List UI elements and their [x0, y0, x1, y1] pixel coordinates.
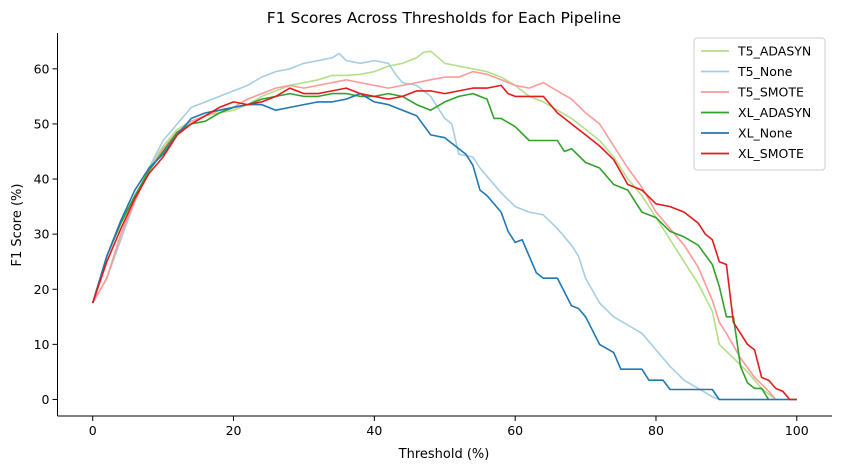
x-ticks: 0 20 40 60 80 100	[89, 416, 809, 438]
plot-area: 0 20 40 60 80 100 0 10 20 30 40 50 60	[34, 33, 832, 438]
series-line-t5-adasyn	[92, 50, 777, 401]
y-ticks: 0 10 20 30 40 50 60	[34, 61, 58, 407]
y-tick-label: 50	[34, 116, 50, 131]
legend-label-xl-adasyn: XL_ADASYN	[738, 105, 811, 120]
x-tick-label: 80	[648, 423, 664, 438]
y-tick-label: 20	[34, 282, 50, 297]
y-tick-label: 60	[34, 61, 50, 76]
x-tick-label: 20	[226, 423, 242, 438]
legend-label-xl-none: XL_None	[738, 126, 793, 141]
series-layer	[91, 50, 797, 401]
x-axis-label: Threshold (%)	[398, 447, 490, 462]
y-tick-label: 0	[42, 392, 50, 407]
y-tick-label: 40	[34, 172, 50, 187]
legend-label-t5-adasyn: T5_ADASYN	[737, 44, 811, 59]
series-line-t5-smote	[92, 70, 777, 401]
x-tick-label: 100	[785, 423, 809, 438]
legend-label-t5-none: T5_None	[737, 64, 793, 79]
x-tick-label: 0	[89, 423, 97, 438]
series-line-xl-adasyn	[91, 92, 770, 400]
legend: T5_ADASYN T5_None T5_SMOTE XL_ADASYN XL_None…	[693, 37, 826, 171]
y-tick-label: 10	[34, 337, 50, 352]
x-tick-label: 40	[366, 423, 382, 438]
y-tick-label: 30	[34, 227, 50, 242]
series-line-xl-none	[91, 92, 797, 401]
series-line-xl-smote	[91, 84, 797, 401]
series-line-t5-none	[92, 52, 797, 401]
y-axis-label: F1 Score (%)	[10, 184, 25, 267]
chart-title: F1 Scores Across Thresholds for Each Pip…	[267, 9, 621, 27]
x-tick-label: 60	[507, 423, 523, 438]
legend-label-t5-smote: T5_SMOTE	[737, 85, 804, 100]
legend-label-xl-smote: XL_SMOTE	[738, 146, 804, 161]
